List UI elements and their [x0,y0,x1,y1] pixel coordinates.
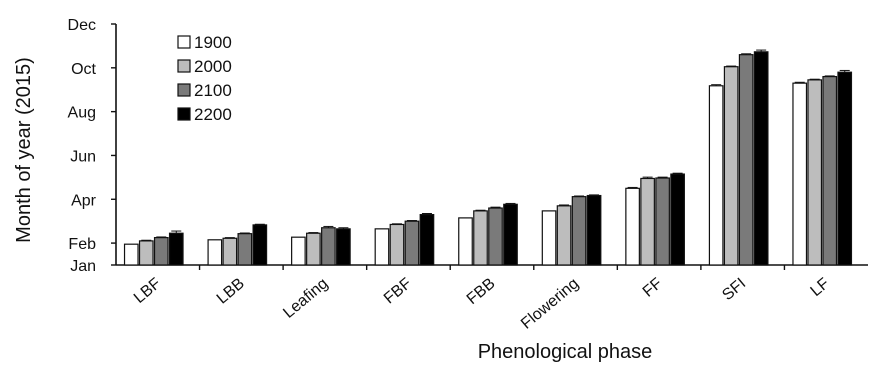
bar-2000-LBB [222,237,238,266]
legend: 1900 2000 2100 2200 [177,33,232,124]
y-tick-label: Oct [71,61,96,78]
bar-2200-FF [670,173,685,266]
bar-2200-LBB [252,224,268,266]
x-tick-label-FBF: FBF [381,275,415,308]
bar-2100-Leafing [321,227,336,266]
legend-label-2100: 2100 [194,81,232,100]
bar-1900-FBF [374,228,390,266]
y-axis-title: Month of year (2015) [13,57,35,243]
bar-2000-LF [807,79,823,266]
y-tick-label: Jan [70,258,96,275]
bar-2000-LBF [138,240,154,266]
bar-2100-LF [822,75,838,266]
x-tick-label-LF: LF [808,275,833,300]
bar-1900-Flowering [541,210,557,266]
legend-swatch-2000 [177,59,191,73]
bar-2200-SFI [753,51,769,266]
bar-2100-LBB [237,233,253,266]
bar-1900-LBB [207,239,223,266]
bar-2000-Flowering [556,205,572,266]
bar-1900-SFI [708,85,724,266]
bar-1900-FF [625,187,640,266]
legend-swatch-2200 [177,107,191,121]
y-tick-label: Aug [68,105,96,122]
x-tick-label-FF: FF [640,275,666,301]
bar-2100-FBB [488,207,503,266]
bar-2200-Flowering [586,194,602,266]
bars [123,49,853,266]
bar-2200-LBF [168,232,184,266]
bar-2200-FBB [503,203,518,266]
bar-2200-LF [837,71,853,266]
x-tick-labels: LBF LBB Leafing FBF FBB Flowering FF SFI LF [131,275,833,333]
bar-2100-Flowering [571,196,587,266]
y-tick-label: Jun [70,148,96,165]
x-axis-title: Phenological phase [478,341,653,363]
bar-2100-FBF [404,220,420,266]
y-tick-label: Feb [68,236,96,253]
bar-1900-Leafing [291,236,306,266]
bar-2000-FBB [473,210,488,266]
bar-2000-FBF [389,223,405,266]
bar-2200-FBF [419,214,435,266]
x-tick-label-FBB: FBB [464,275,499,308]
bar-2000-SFI [723,66,739,266]
x-tick-label-Leafing: Leafing [280,275,331,322]
bar-2100-SFI [738,54,754,266]
x-tick-label-LBB: LBB [214,275,248,307]
bar-1900-LBF [123,243,139,266]
x-tick-label-Flowering: Flowering [518,275,582,333]
y-tick-labels: Jan Feb Apr Jun Aug Oct Dec [68,17,97,275]
legend-swatch-2100 [177,83,191,97]
x-tick-label-SFI: SFI [719,275,749,304]
bar-2200-Leafing [336,228,351,266]
x-tick-label-LBF: LBF [131,275,165,307]
y-tick-label: Apr [71,192,97,209]
legend-label-2000: 2000 [194,57,232,76]
bar-2100-FF [655,177,670,266]
bar-2000-Leafing [306,232,321,266]
bar-1900-FBB [458,217,473,266]
legend-label-1900: 1900 [194,33,232,52]
legend-label-2200: 2200 [194,105,232,124]
y-tick-label: Dec [68,17,96,34]
legend-swatch-1900 [177,35,191,49]
bar-2100-LBF [153,237,169,266]
bar-1900-LF [792,82,808,266]
bar-2000-FF [640,177,655,266]
